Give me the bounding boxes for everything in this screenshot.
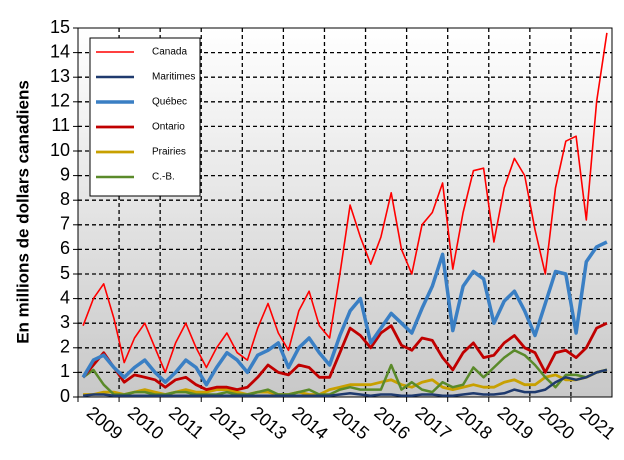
x-tick-label: 2019 — [494, 402, 538, 443]
y-tick-label: 15 — [50, 17, 70, 37]
x-tick-label: 2009 — [83, 402, 127, 443]
y-axis-label: En millions de dollars canadiens — [13, 80, 32, 344]
series-line — [82, 32, 608, 374]
y-tick-label: 6 — [60, 238, 70, 258]
series-line — [82, 368, 608, 398]
y-tick-label: 12 — [50, 91, 70, 111]
y-tick-label: 2 — [60, 337, 70, 357]
x-tick-label: 2011 — [165, 402, 208, 442]
y-tick-label: 9 — [60, 164, 70, 184]
y-tick-label: 5 — [60, 263, 70, 283]
y-tick-label: 3 — [60, 312, 70, 332]
x-tick-label: 2014 — [288, 402, 332, 443]
y-tick-label: 10 — [50, 140, 70, 160]
x-tick-label: 2018 — [453, 402, 497, 443]
legend-label: Ontario — [152, 122, 185, 133]
x-tick-label: 2017 — [412, 402, 456, 443]
y-tick-label: 13 — [50, 66, 70, 86]
y-tick-label: 4 — [60, 287, 70, 307]
y-tick-label: 1 — [60, 361, 70, 381]
legend-box — [89, 37, 201, 197]
y-tick-label: 11 — [51, 115, 70, 135]
series-line — [81, 240, 608, 387]
legend-label: Prairies — [152, 147, 186, 158]
y-tick-label: 14 — [50, 41, 70, 61]
legend-label: C.-B. — [152, 172, 175, 183]
x-tick-label: 2020 — [535, 402, 579, 443]
x-tick-label: 2016 — [370, 402, 414, 443]
y-tick-label: 8 — [60, 189, 70, 209]
series-line — [82, 321, 608, 391]
series-line — [82, 349, 608, 396]
legend-label: Maritimes — [152, 72, 195, 83]
legend-label: Québec — [152, 97, 187, 108]
x-tick-label: 2013 — [247, 402, 291, 443]
y-tick-label: 7 — [60, 214, 70, 234]
x-tick-label: 2015 — [329, 402, 373, 443]
y-tick-label: 0 — [60, 386, 70, 406]
x-tick-label: 2021 — [576, 402, 620, 443]
x-tick-label: 2012 — [206, 402, 250, 443]
legend-label: Canada — [152, 47, 187, 58]
x-tick-label: 2010 — [124, 402, 168, 443]
